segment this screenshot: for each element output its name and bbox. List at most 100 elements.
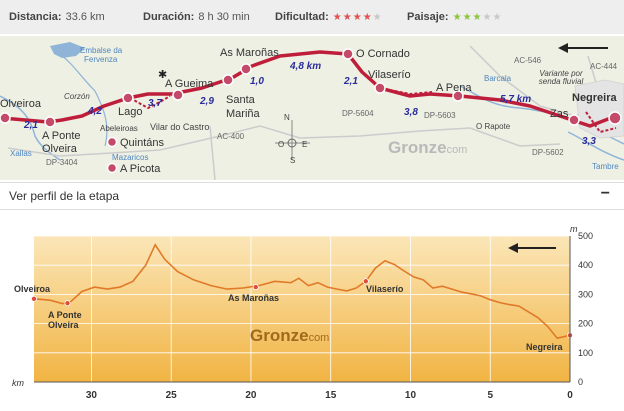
map-label-as-marinas: As Maroñas [220, 47, 279, 59]
waypoint-as-marinas[interactable] [240, 63, 252, 75]
profile-watermark-text: Gronze [250, 326, 309, 345]
map-label-dp3404: DP-3404 [46, 158, 78, 167]
collapse-button[interactable]: − [600, 185, 610, 202]
profile-label-negreira: Negreira [526, 342, 563, 352]
map-label-ac400: AC-400 [217, 132, 245, 141]
map-label-dp5604: DP-5604 [342, 109, 374, 118]
map-label-zas: Zas [550, 108, 569, 120]
star-icon: ★ [472, 12, 483, 23]
star-icon: ★ [492, 12, 503, 23]
waypoint-a-picota[interactable] [106, 162, 118, 174]
route-variant-gueima [129, 95, 171, 110]
map-label-tambre: Tambre [592, 162, 619, 171]
difficulty-stars-icon: ★★★★★ [333, 12, 383, 23]
map-label-marina: Mariña [226, 108, 260, 120]
river-tambre [567, 131, 624, 161]
route-variant-pena [379, 87, 433, 96]
y-tick-label: 100 [578, 348, 593, 358]
distance-stat: Distancia: 33.6 km [9, 11, 105, 23]
difficulty-label: Dificultad: [275, 11, 329, 23]
duration-label: Duración: [143, 11, 195, 23]
y-tick-label: 200 [578, 319, 593, 329]
waypoint-santa-marina[interactable] [222, 74, 234, 86]
waypoint-a-gueima[interactable] [172, 89, 184, 101]
river-upper [59, 53, 108, 147]
y-tick-label: 400 [578, 260, 593, 270]
map-label-mazaricos: Mazaricos [112, 153, 149, 162]
profile-label-olveiroa: Olveiroa [14, 284, 51, 294]
y-unit-label: m [570, 224, 578, 234]
elevation-line [33, 243, 571, 340]
map-watermark-suffix: com [446, 144, 468, 156]
star-icon: ★ [362, 12, 373, 23]
waypoint-lago[interactable] [122, 92, 134, 104]
profile-label-vilaserio: Vilaserío [366, 284, 404, 294]
waypoint-quintans[interactable] [106, 136, 118, 148]
x-tick-label: 15 [325, 390, 337, 401]
map-graphics: ✱ [0, 42, 624, 180]
map-label-o-cornado: O Cornado [356, 48, 410, 60]
map-label-dp5602: DP-5602 [532, 148, 564, 157]
elevation-chart: 30 25 20 15 10 5 0 500 400 300 200 100 0 [30, 231, 593, 401]
star-icon: ★ [352, 12, 363, 23]
compass-n-label: N [284, 113, 290, 122]
x-tick-label: 30 [86, 390, 98, 401]
profile-point [362, 278, 369, 285]
segment-distance-2: 4,2 [88, 106, 102, 117]
segment-distance-7: 2,1 [344, 76, 358, 87]
negreira-town-area [574, 79, 624, 139]
map-label-vilaserio: Vilaserío [368, 69, 411, 81]
waypoint-o-cornado[interactable] [342, 48, 354, 60]
map-label-dp5603: DP-5603 [424, 111, 456, 120]
segment-distance-3: 3,7 [148, 98, 162, 109]
map-label-lago: Lago [118, 106, 143, 118]
waypoint-olveiroa[interactable] [0, 112, 11, 124]
star-icon: ★ [372, 12, 383, 23]
segment-distance-5: 1,0 [250, 76, 264, 87]
star-icon: ★ [482, 12, 493, 23]
x-axis-ticks: 30 25 20 15 10 5 0 [86, 390, 573, 401]
waypoint-a-pena[interactable] [452, 90, 464, 102]
segment-distance-4: 2,9 [200, 96, 214, 107]
y-tick-label: 300 [578, 289, 593, 299]
map-label-variante: Variante por senda fluvial [538, 69, 584, 86]
viewpoint-icon: ✱ [158, 69, 167, 81]
stage-map[interactable]: ✱ Olveiroa A Ponte Olveira Lago Quintáns… [0, 36, 624, 180]
map-watermark-text: Gronze [388, 138, 447, 157]
x-tick-label: 20 [245, 390, 257, 401]
duration-stat: Duración: 8 h 30 min [143, 11, 250, 23]
star-icon: ★ [332, 12, 343, 23]
segment-distance-10: 3,3 [582, 136, 596, 147]
road-dp5604 [299, 127, 561, 147]
x-unit-label: km [12, 378, 24, 388]
route-variant-fluvial [585, 111, 617, 134]
map-label-quintans: Quintáns [120, 137, 165, 149]
map-label-embalse-2: Fervenza [84, 55, 118, 64]
segment-distance-8: 3,8 [404, 107, 418, 118]
star-icon: ★ [342, 12, 353, 23]
y-axis-ticks: 500 400 300 200 100 0 [578, 231, 593, 387]
distance-label: Distancia: [9, 11, 62, 23]
x-tick-label: 10 [405, 390, 417, 401]
reservoir-shape [50, 42, 85, 58]
profile-watermark: Gronzecom [250, 326, 329, 346]
elevation-profile: 30 25 20 15 10 5 0 500 400 300 200 100 0 Olveiroa A… [0, 214, 624, 406]
waypoint-a-ponte-olveira[interactable] [44, 116, 56, 128]
waypoint-negreira[interactable] [608, 111, 622, 125]
waypoint-vilaserio[interactable] [374, 82, 386, 94]
x-tick-label: 0 [567, 390, 573, 401]
road-ac400 [209, 125, 216, 180]
map-label-embalse-1: Embalse da [80, 46, 123, 55]
profile-point [30, 295, 37, 302]
map-label-olveiroa: Olveiroa [0, 98, 41, 110]
profile-toggle-bar[interactable]: Ver perfil de la etapa − [0, 182, 624, 210]
difficulty-stat: Dificultad: ★★★★★ [275, 11, 383, 23]
stage-stats-bar: Distancia: 33.6 km Duración: 8 h 30 min Di… [0, 0, 624, 34]
map-label-a-picota: A Picota [120, 163, 161, 175]
map-label-corzon: Corzón [64, 92, 90, 101]
profile-toggle-label[interactable]: Ver perfil de la etapa [9, 189, 120, 203]
map-label-barcala: Barcala [484, 74, 512, 83]
star-icon: ★ [462, 12, 473, 23]
waypoint-zas[interactable] [568, 114, 580, 126]
map-label-a-gueima: A Gueima [165, 78, 214, 90]
